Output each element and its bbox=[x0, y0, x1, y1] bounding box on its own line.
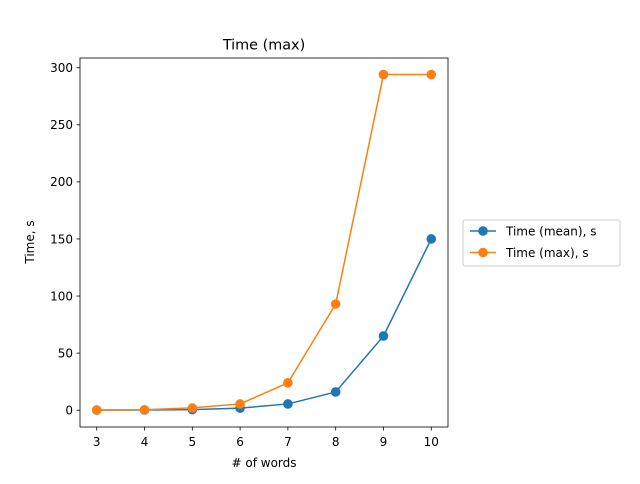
y-axis-label: Time, s bbox=[23, 220, 37, 264]
x-axis-label: # of words bbox=[232, 456, 297, 470]
legend-label-1: Time (max), s bbox=[505, 246, 589, 260]
data-point bbox=[283, 378, 293, 388]
data-point bbox=[330, 387, 341, 397]
data-point bbox=[426, 69, 437, 80]
y-tick-label: 50 bbox=[58, 346, 73, 360]
x-tick-label: 6 bbox=[236, 435, 244, 449]
legend-label-0: Time (mean), s bbox=[505, 224, 596, 238]
x-tick-label: 10 bbox=[424, 435, 439, 449]
x-axis-ticks: 3 4 5 6 7 8 9 10 bbox=[93, 427, 439, 449]
y-tick-label: 200 bbox=[50, 175, 73, 189]
data-point bbox=[283, 399, 293, 409]
x-tick-label: 7 bbox=[284, 435, 292, 449]
data-point bbox=[378, 69, 389, 80]
plot-area-frame bbox=[79, 57, 449, 428]
data-point bbox=[426, 234, 437, 244]
legend-marker-0 bbox=[478, 226, 488, 236]
legend: Time (mean), s Time (max), s bbox=[462, 219, 621, 267]
series-line-1 bbox=[95, 73, 433, 411]
x-tick-label: 3 bbox=[93, 435, 101, 449]
y-tick-label: 0 bbox=[65, 404, 73, 418]
chart-title: Time (max) bbox=[222, 38, 305, 54]
x-tick-label: 4 bbox=[141, 435, 149, 449]
legend-frame bbox=[462, 219, 621, 267]
series-layer bbox=[91, 69, 437, 415]
data-point bbox=[330, 299, 341, 309]
y-tick-label: 300 bbox=[50, 61, 73, 75]
data-point bbox=[378, 331, 389, 341]
y-tick-label: 100 bbox=[50, 289, 73, 303]
data-point bbox=[235, 399, 245, 409]
data-point bbox=[139, 404, 150, 415]
legend-marker-1 bbox=[478, 247, 488, 258]
y-tick-label: 250 bbox=[50, 118, 73, 132]
y-axis-ticks: 0 50 100 150 200 250 300 bbox=[50, 61, 80, 418]
data-point bbox=[187, 403, 198, 413]
x-tick-label: 8 bbox=[332, 435, 340, 449]
x-tick-label: 5 bbox=[188, 435, 196, 449]
data-point bbox=[91, 405, 102, 415]
y-tick-label: 150 bbox=[50, 232, 73, 246]
x-tick-label: 9 bbox=[380, 435, 388, 449]
